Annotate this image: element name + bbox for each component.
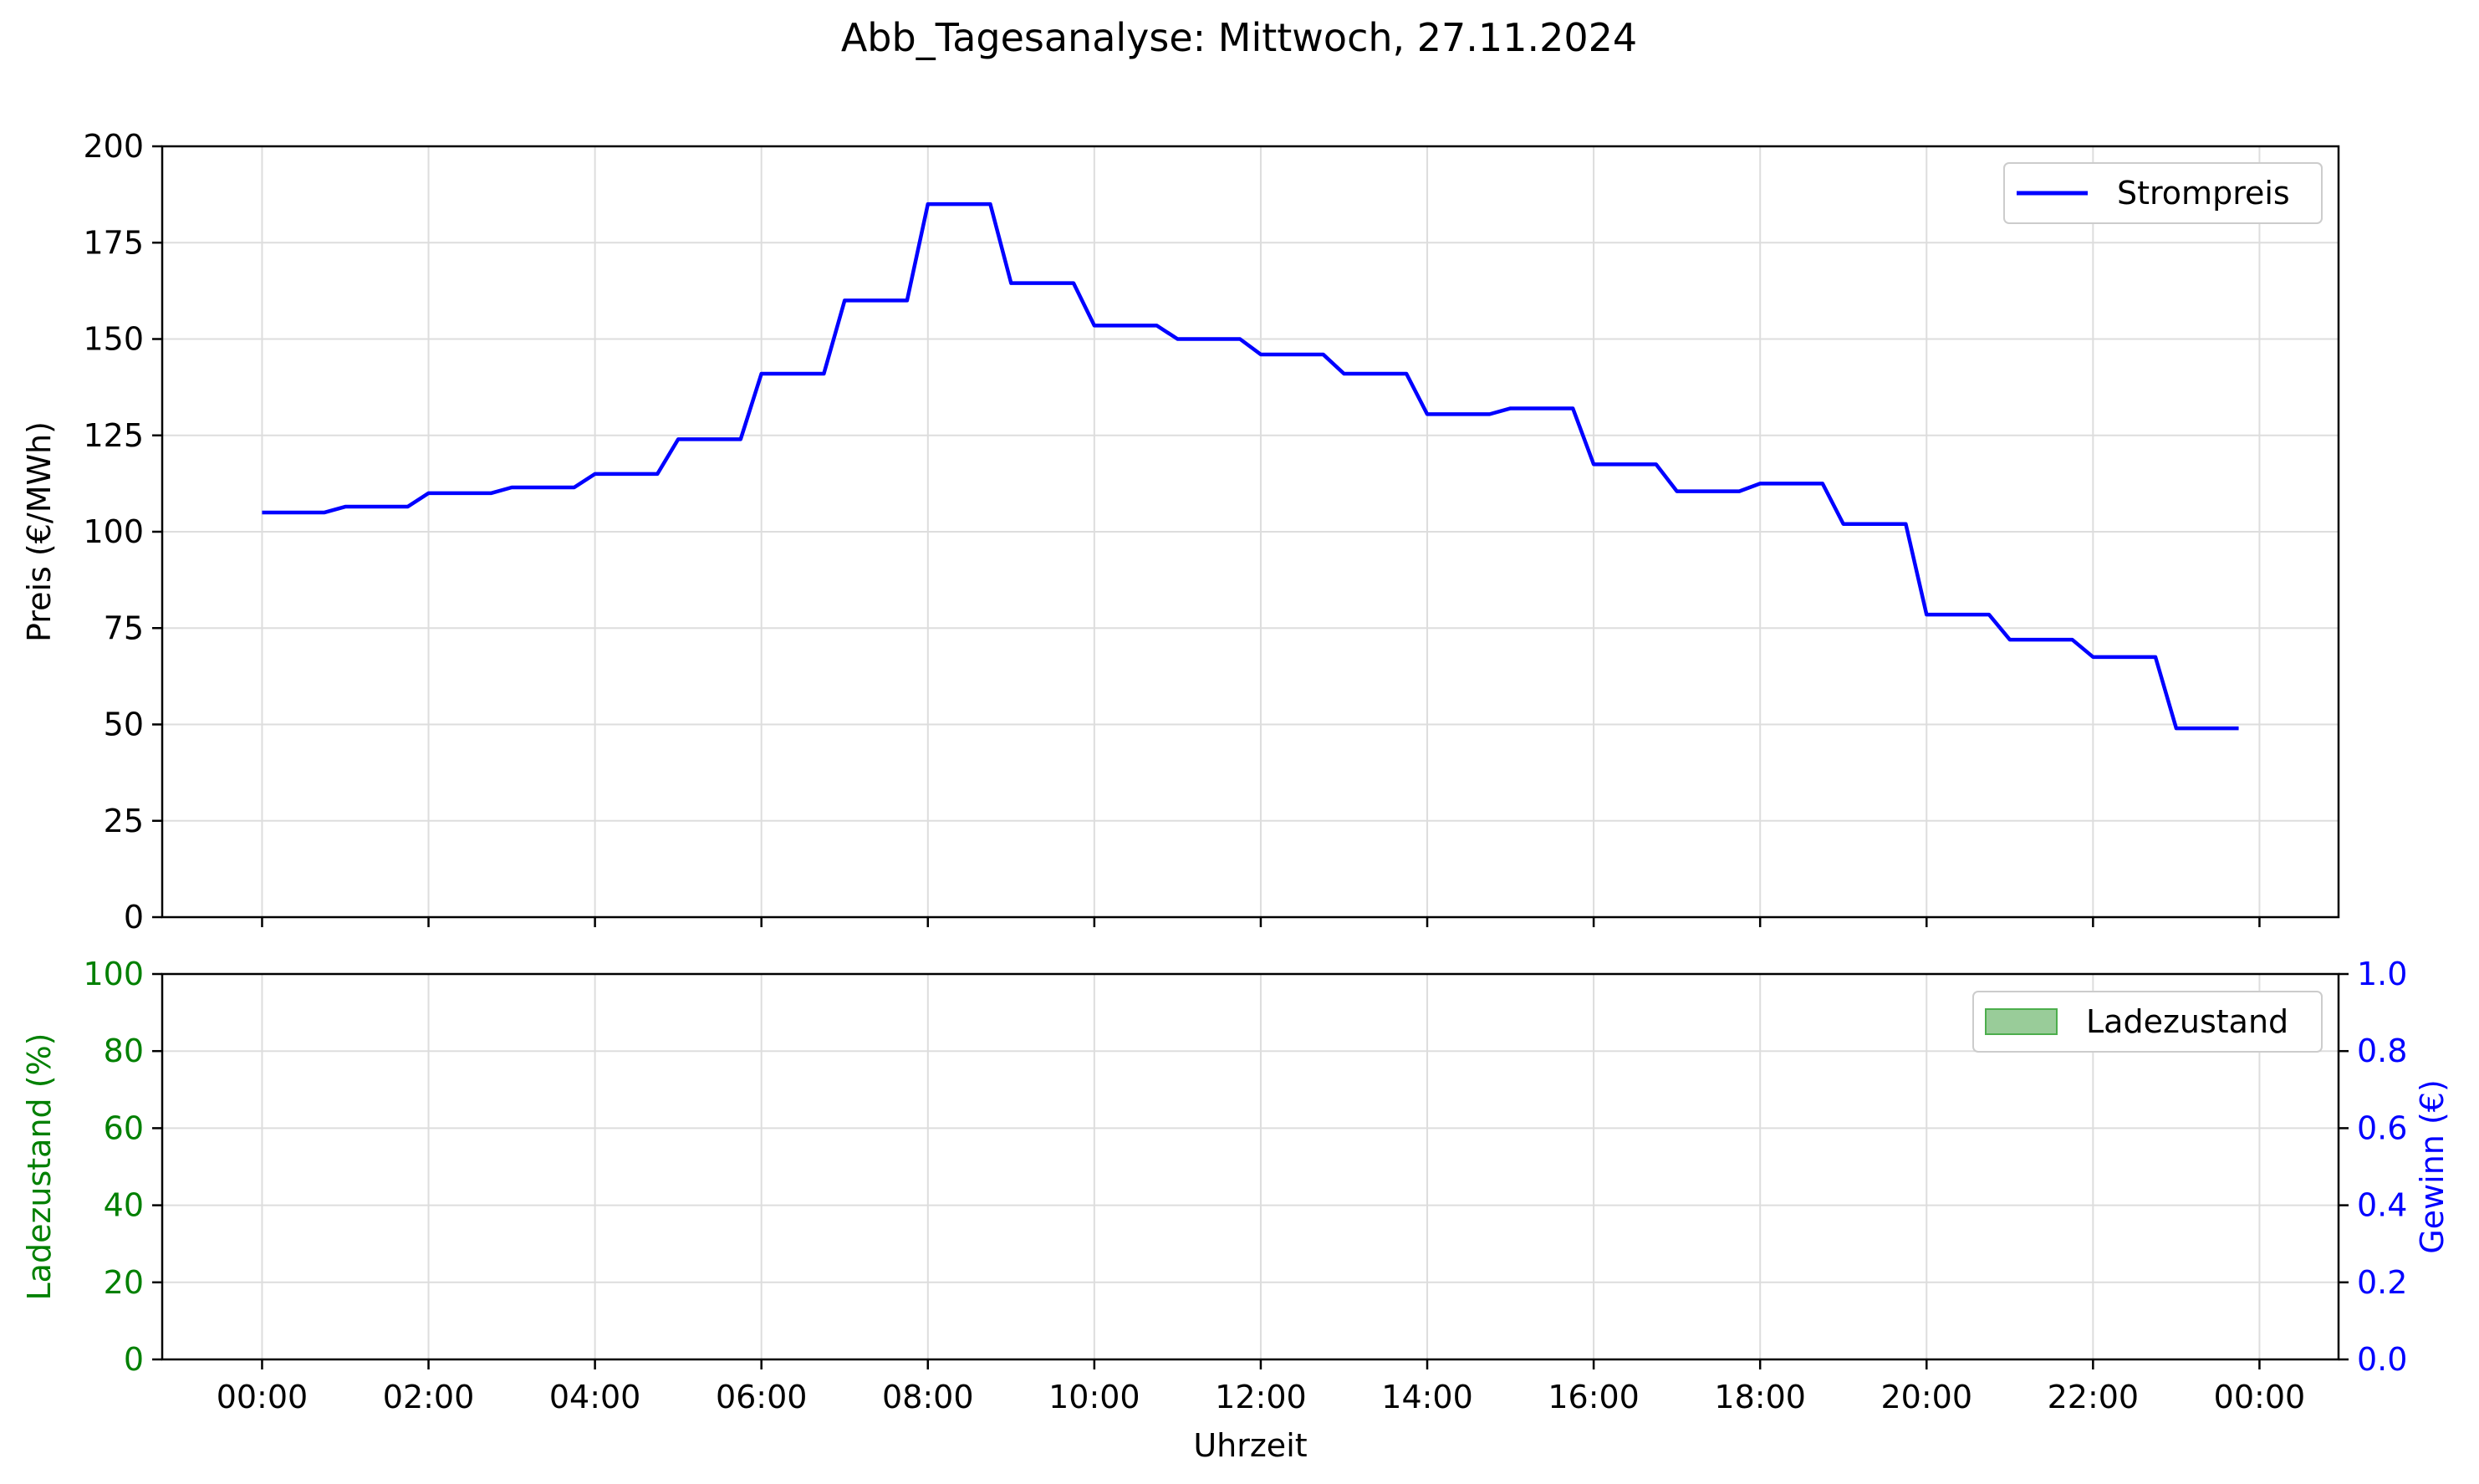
gewinn-y2-tick-label: 0.0 (2357, 1341, 2407, 1378)
time-x-tick-label: 00:00 (217, 1379, 309, 1415)
legend-swatch-ladezustand (1985, 1008, 2058, 1035)
price-legend: Strompreis (2003, 162, 2323, 224)
soc-legend: Ladezustand (1972, 991, 2323, 1053)
gewinn-y2-tick-label: 1.0 (2357, 956, 2407, 992)
soc-legend-box (1972, 991, 2323, 1053)
time-x-tick-label: 06:00 (716, 1379, 808, 1415)
gewinn-y2-tick-label: 0.8 (2357, 1033, 2407, 1069)
soc-y-tick-label: 40 (104, 1187, 144, 1224)
soc-y-tick-label: 20 (104, 1264, 144, 1301)
time-x-ticks: 00:00 02:00 04:00 06:00 08:00 10:00 12:00 14:00… (217, 1359, 2306, 1415)
legend-label-strompreis: Strompreis (2117, 175, 2290, 212)
price-y-tick-label: 125 (83, 417, 144, 454)
soc-y-tick-label: 60 (104, 1109, 144, 1146)
time-x-tick-label: 20:00 (1881, 1379, 1973, 1415)
price-y-tick-label: 100 (83, 513, 144, 550)
gewinn-y2-tick-label: 0.6 (2357, 1109, 2407, 1146)
time-x-tick-label: 22:00 (2048, 1379, 2140, 1415)
time-x-tick-label: 12:00 (1215, 1379, 1307, 1415)
soc-y-ticks: 0 20 40 60 80 100 (83, 956, 162, 1378)
time-x-axis-label: Uhrzeit (1193, 1427, 1307, 1464)
time-x-tick-label: 04:00 (549, 1379, 641, 1415)
gewinn-y2-axis-label: Gewinn (€) (2414, 1079, 2451, 1254)
soc-axes-frame (161, 972, 2340, 1361)
soc-panel: 0 20 40 60 80 100 0.0 0.2 0.4 0.6 0.8 1.0 00:00 02:… (21, 956, 2451, 1464)
soc-y-tick-label: 0 (124, 1341, 144, 1378)
price-y-tick-label: 50 (104, 706, 144, 743)
gewinn-y2-tick-label: 0.4 (2357, 1187, 2407, 1224)
price-x-ticks (261, 917, 2261, 927)
price-y-tick-label: 0 (124, 899, 144, 936)
time-x-tick-label: 00:00 (2214, 1379, 2306, 1415)
soc-y-tick-label: 100 (83, 956, 144, 992)
price-legend-box (2003, 162, 2323, 224)
price-y-tick-label: 200 (83, 128, 144, 165)
gewinn-y2-tick-label: 0.2 (2357, 1264, 2407, 1301)
time-x-tick-label: 18:00 (1714, 1379, 1806, 1415)
price-panel: 0 25 50 75 100 125 150 175 200 Preis (€/MWh) Str… (21, 128, 2340, 936)
price-y-tick-label: 75 (104, 609, 144, 646)
price-y-tick-label: 25 (104, 803, 144, 839)
time-x-tick-label: 08:00 (882, 1379, 974, 1415)
gewinn-y2-ticks: 0.0 0.2 0.4 0.6 0.8 1.0 (2339, 956, 2407, 1378)
price-y-tick-label: 175 (83, 224, 144, 261)
time-x-tick-label: 10:00 (1048, 1379, 1140, 1415)
soc-y-axis-label: Ladezustand (%) (21, 1033, 58, 1300)
price-y-axis-label: Preis (€/MWh) (21, 421, 58, 642)
price-line-layer (262, 201, 2239, 731)
legend-label-ladezustand: Ladezustand (2086, 1003, 2288, 1040)
time-x-tick-label: 14:00 (1381, 1379, 1473, 1415)
time-x-tick-label: 16:00 (1548, 1379, 1640, 1415)
soc-gridlines (162, 973, 2339, 1360)
soc-y-tick-label: 80 (104, 1033, 144, 1069)
figure-title: Abb_Tagesanalyse: Mittwoch, 27.11.2024 (841, 15, 1637, 60)
price-series-line (262, 201, 2239, 731)
price-y-ticks: 0 25 50 75 100 125 150 175 200 (83, 128, 162, 936)
price-y-tick-label: 150 (83, 321, 144, 358)
time-x-tick-label: 02:00 (383, 1379, 475, 1415)
